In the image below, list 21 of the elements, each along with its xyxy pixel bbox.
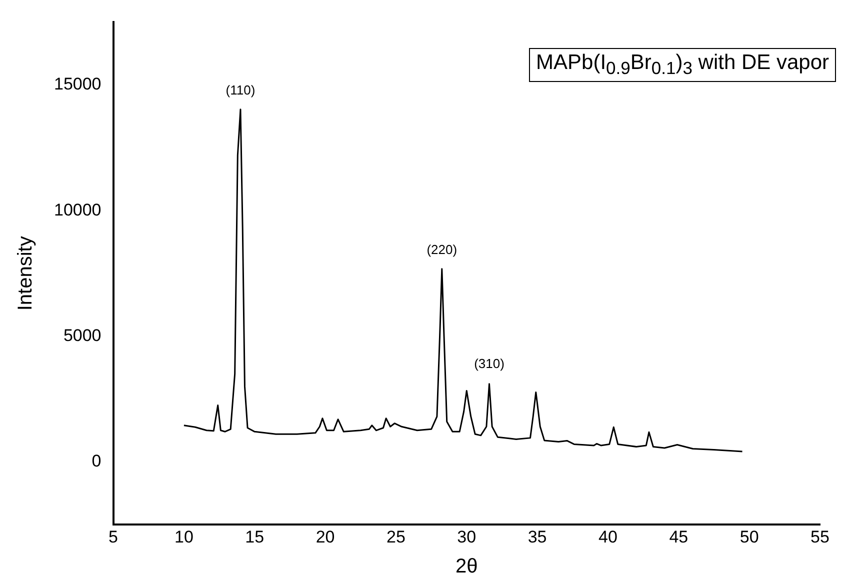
x-tick-label: 20 xyxy=(316,527,335,546)
x-tick-label: 50 xyxy=(740,527,759,546)
x-tick-label: 15 xyxy=(245,527,264,546)
x-tick-label: 40 xyxy=(598,527,618,546)
x-axis-title: 2θ xyxy=(456,556,478,578)
annotation: (110) xyxy=(226,82,256,98)
y-tick-label: 5000 xyxy=(63,326,102,345)
x-tick-label: 45 xyxy=(669,527,688,546)
x-tick-label: 10 xyxy=(174,527,194,546)
x-tick-label: 5 xyxy=(108,527,118,546)
annotation: (220) xyxy=(426,242,458,257)
y-tick-label: 0 xyxy=(92,451,102,470)
y-axis-title: Intensity xyxy=(14,236,37,311)
annotation: (310) xyxy=(474,356,504,371)
x-tick-label: 30 xyxy=(457,527,476,546)
text: MAPb(I$_{0.9}$Br$_{0.1}$)$_{3}$ with DE vapor xyxy=(529,48,836,82)
y-tick-label: 15000 xyxy=(54,74,102,94)
y-tick-label: 10000 xyxy=(54,200,102,220)
x-tick-label: 55 xyxy=(810,527,830,546)
x-tick-label: 25 xyxy=(386,527,406,546)
x-tick-label: 35 xyxy=(528,527,547,546)
